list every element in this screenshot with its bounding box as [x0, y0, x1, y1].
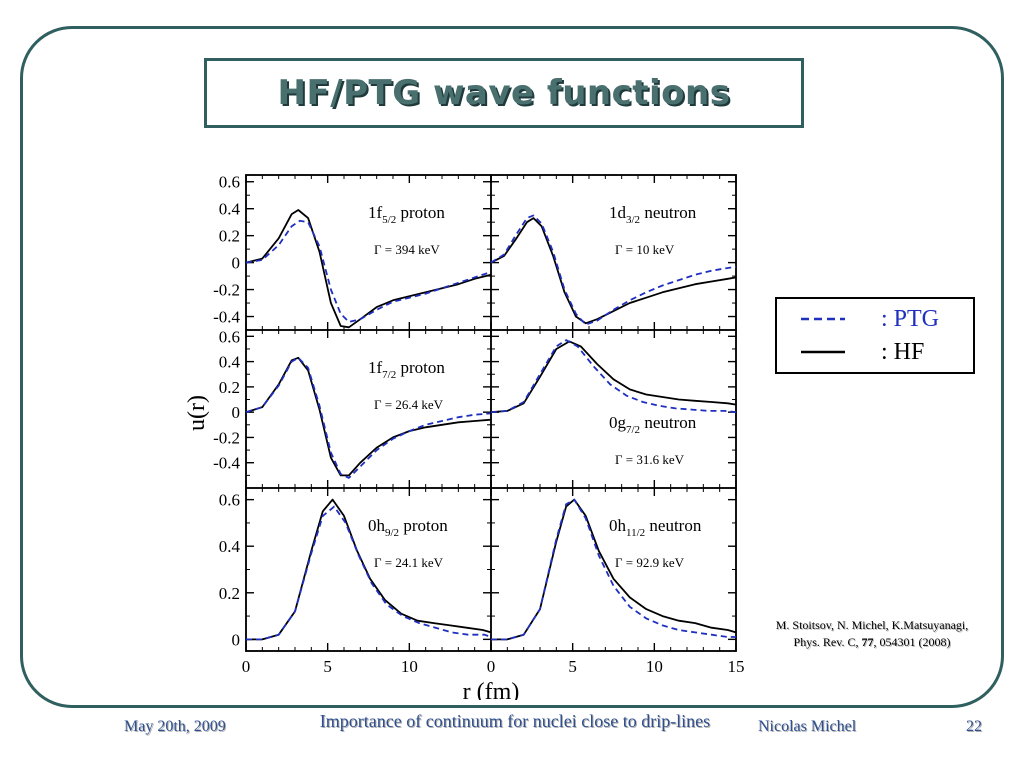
- panel-1-width-label: Γ = 10 keV: [615, 242, 675, 257]
- panel-1-nucleon: neutron: [640, 203, 697, 222]
- y-axis-label: u(r): [184, 395, 210, 431]
- xtick-label: 10: [646, 657, 663, 676]
- panel-2-ytick-label: -0.4: [213, 454, 240, 473]
- panel-4-ytick-label: 0.2: [219, 584, 240, 603]
- panel-5-state-label: 0h11/2 neutron: [609, 516, 702, 539]
- panel-2-state-label: 1f7/2 proton: [368, 358, 445, 381]
- panel-4-ytick-label: 0: [232, 630, 241, 649]
- panel-0-nucleon: proton: [396, 203, 445, 222]
- footer-title: Importance of continuum for nuclei close…: [319, 711, 711, 731]
- reference-citation: M. Stoitsov, N. Michel, K.Matsuyanagi, P…: [752, 617, 992, 651]
- panel-0-series-ptg: [245, 219, 492, 323]
- panel-3-state-label: 0g7/2 neutron: [609, 413, 697, 436]
- panel-1-border: [490, 174, 737, 331]
- panel-2-nucleon: proton: [396, 358, 445, 377]
- legend-label-ptg: : PTG: [881, 306, 940, 332]
- panel-2-series-ptg: [245, 356, 492, 479]
- panel-5-border: [490, 487, 737, 652]
- panel-5-state: 0h: [609, 516, 627, 535]
- panel-3-border: [490, 329, 737, 489]
- panel-2-width-label: Γ = 26.4 keV: [374, 397, 444, 412]
- xtick-label: 15: [728, 657, 745, 676]
- xtick-label: 10: [401, 657, 418, 676]
- panel-1-state-label: 1d3/2 neutron: [609, 203, 697, 226]
- xtick-label: 0: [487, 657, 496, 676]
- xtick-label: 0: [242, 657, 251, 676]
- panel-0-border: [245, 174, 492, 331]
- panel-1-series-hf: [490, 217, 737, 325]
- panel-0-state-subscript: 5/2: [382, 214, 396, 226]
- panel-0-ytick-label: 0.4: [219, 200, 241, 219]
- panel-1-series-ptg: [490, 214, 737, 326]
- panel-0-series-hf: [245, 209, 492, 329]
- title-box: HF/PTG wave functions: [204, 58, 804, 128]
- panel-2-state-subscript: 7/2: [382, 369, 396, 381]
- panel-0-ytick-label: -0.2: [213, 281, 240, 300]
- legend-entry-hf: : HF: [777, 337, 973, 367]
- xtick-label: 5: [323, 657, 332, 676]
- panel-4-state-label: 0h9/2 proton: [368, 516, 448, 539]
- panel-3-state: 0g: [609, 413, 627, 432]
- reference-rest: , 054301 (2008): [873, 635, 951, 649]
- panel-0-width-label: Γ = 394 keV: [374, 242, 440, 257]
- panel-4-state-subscript: 9/2: [385, 527, 399, 539]
- panel-5-width-label: Γ = 92.9 keV: [615, 555, 685, 570]
- reference-journal-line: Phys. Rev. C, 77, 054301 (2008): [752, 634, 992, 651]
- panel-4-nucleon: proton: [399, 516, 448, 535]
- legend: : PTG : HF: [775, 297, 975, 374]
- x-axis-label: r (fm): [463, 679, 520, 700]
- panel-2-ytick-label: -0.2: [213, 428, 240, 447]
- slide-title: HF/PTG wave functions: [277, 73, 731, 113]
- panel-4-width-label: Γ = 24.1 keV: [374, 555, 444, 570]
- panel-4-ytick-label: 0.6: [219, 491, 240, 510]
- footer-date: May 20th, 2009: [124, 718, 226, 735]
- legend-entry-ptg: : PTG: [777, 304, 973, 334]
- panel-2-ytick-label: 0.6: [219, 327, 240, 346]
- panel-3-width-label: Γ = 31.6 keV: [615, 452, 685, 467]
- panel-4-series-ptg: [246, 505, 492, 641]
- panel-2-ytick-label: 0.2: [219, 378, 240, 397]
- panel-0-ytick-label: 0.6: [219, 173, 240, 192]
- panel-2-state: 1f: [368, 358, 383, 377]
- panel-1-state: 1d: [609, 203, 627, 222]
- panel-5-nucleon: neutron: [645, 516, 702, 535]
- panel-0-state-label: 1f5/2 proton: [368, 203, 445, 226]
- panel-3-nucleon: neutron: [640, 413, 697, 432]
- panel-1-state-subscript: 3/2: [626, 214, 640, 226]
- panel-3-series-hf: [490, 340, 737, 414]
- reference-volume: 77: [861, 635, 874, 649]
- reference-journal: Phys. Rev. C,: [793, 635, 862, 649]
- footer-author: Nicolas Michel: [758, 718, 857, 735]
- panel-3-state-subscript: 7/2: [626, 424, 640, 436]
- slide-frame: [20, 26, 1004, 708]
- panel-0-state: 1f: [368, 203, 383, 222]
- footer-page-number: 22: [966, 718, 982, 735]
- panel-4-ytick-label: 0.4: [219, 537, 241, 556]
- panel-3-series-ptg: [490, 339, 737, 414]
- panel-0-ytick-label: -0.4: [213, 308, 240, 327]
- xtick-label: 5: [568, 657, 577, 676]
- panel-4-state: 0h: [368, 516, 386, 535]
- panel-2-series-hf: [245, 356, 492, 477]
- panel-0-ytick-label: 0.2: [219, 227, 240, 246]
- panel-0-ytick-label: 0: [232, 254, 241, 273]
- legend-label-hf: : HF: [881, 339, 925, 365]
- panel-2-ytick-label: 0.4: [219, 353, 241, 372]
- reference-authors: M. Stoitsov, N. Michel, K.Matsuyanagi,: [775, 618, 969, 632]
- panel-5-series-hf: [491, 498, 737, 641]
- panel-5-state-subscript: 11/2: [626, 527, 645, 539]
- panel-2-ytick-label: 0: [232, 403, 241, 422]
- legend-dashed-line-icon: [801, 317, 845, 321]
- panel-2-border: [245, 329, 492, 489]
- legend-solid-line-icon: [801, 350, 845, 354]
